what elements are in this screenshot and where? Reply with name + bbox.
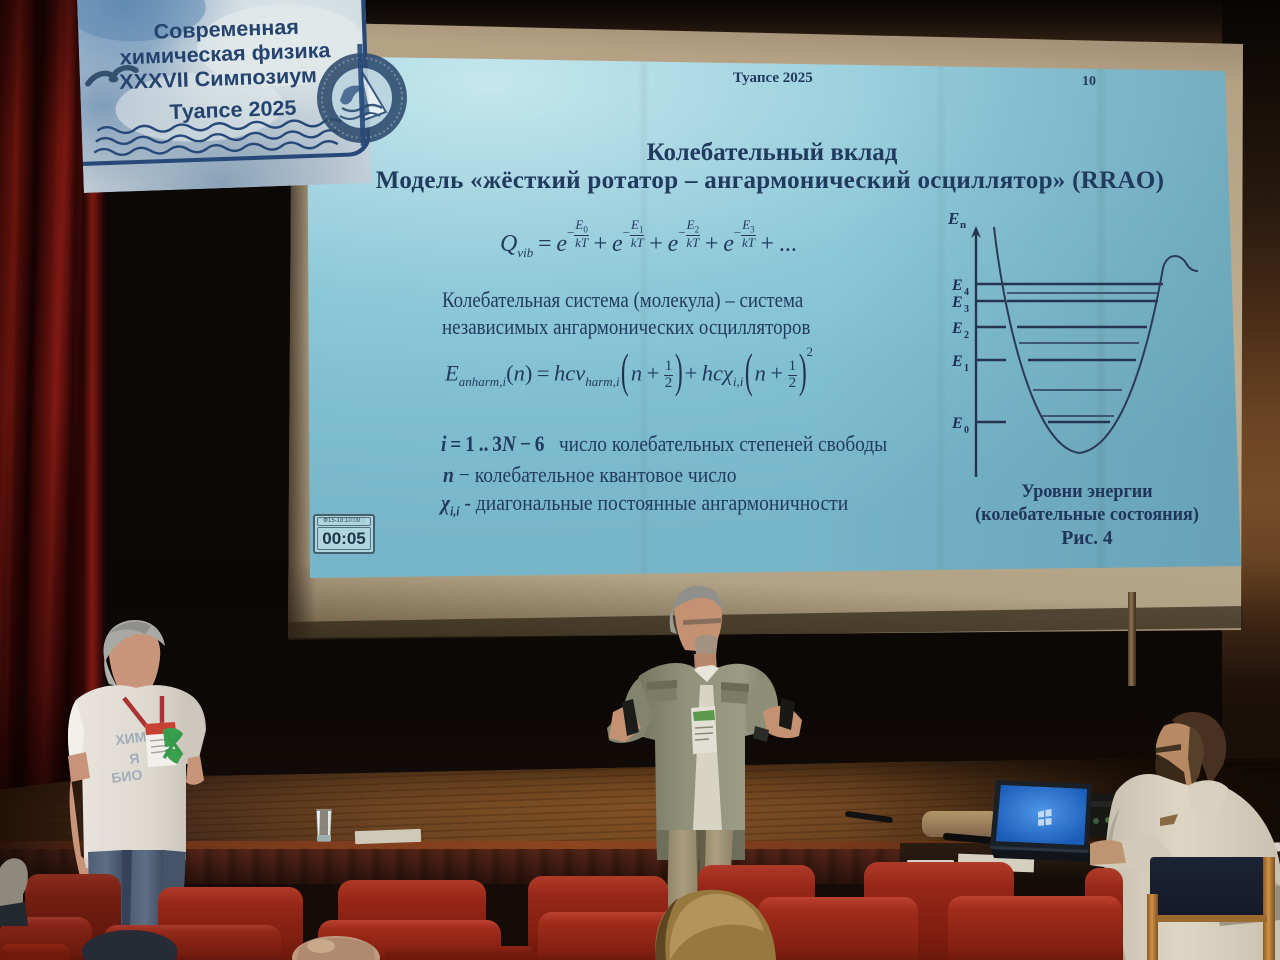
svg-text:4: 4 [964, 287, 969, 298]
svg-text:Рис. 4: Рис. 4 [1061, 528, 1113, 549]
svg-text:Уровни энергии: Уровни энергии [1021, 480, 1152, 502]
svg-text:n: n [960, 219, 966, 231]
svg-text:E: E [947, 209, 959, 228]
svg-text:0: 0 [964, 425, 969, 436]
svg-text:БИО: БИО [110, 766, 143, 786]
svg-text:E: E [951, 294, 963, 311]
svg-text:(колебательные состояния): (колебательные состояния) [975, 503, 1199, 525]
svg-text:E: E [951, 277, 963, 294]
svg-text:E: E [951, 320, 963, 337]
svg-text:2: 2 [964, 330, 969, 341]
svg-text:E: E [951, 353, 963, 370]
svg-text:E: E [951, 415, 963, 432]
svg-text:Я: Я [128, 750, 140, 767]
svg-text:3: 3 [964, 304, 969, 315]
svg-text:1: 1 [964, 363, 969, 374]
svg-text:Современная: Современная [153, 16, 299, 44]
svg-text:ХИМ: ХИМ [114, 728, 147, 748]
svg-text:Туапсе 2025: Туапсе 2025 [169, 97, 297, 124]
